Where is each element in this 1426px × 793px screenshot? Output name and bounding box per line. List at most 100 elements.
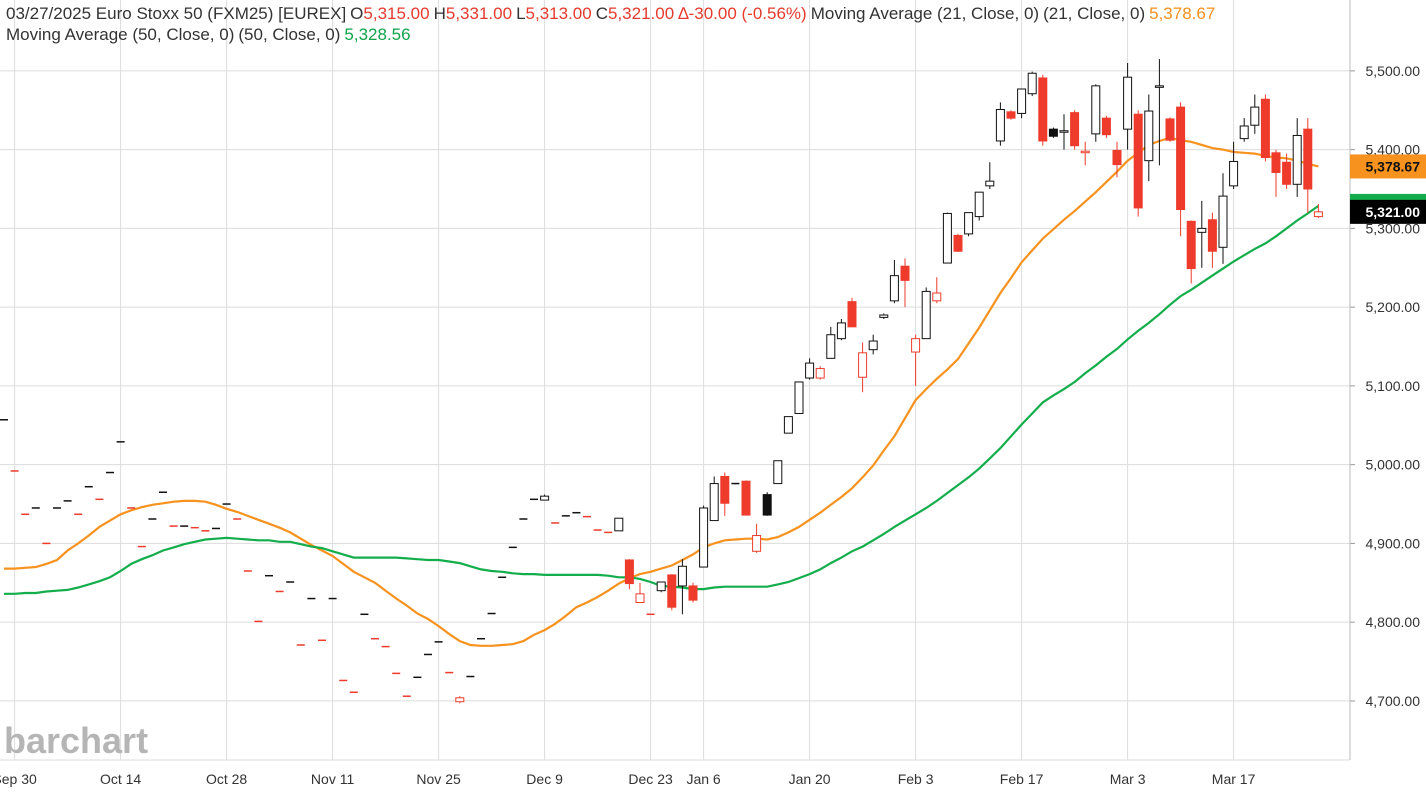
y-tick-label: 5,500.00: [1366, 63, 1421, 79]
instrument-title: 03/27/2025 Euro Stoxx 50 (FXM25) [EUREX]: [6, 4, 347, 23]
candle-body: [847, 301, 857, 328]
candle-body: [1038, 77, 1048, 142]
ohlc-label: H: [433, 4, 446, 23]
x-tick-label: Jan 6: [686, 771, 720, 787]
candle-body: [995, 108, 1005, 142]
candle-body: [1292, 134, 1302, 185]
candle-body: [1027, 72, 1037, 95]
y-tick-label: 5,400.00: [1366, 142, 1421, 158]
ohlc-value: 5,315.00: [363, 4, 430, 23]
chart-header: 03/27/2025 Euro Stoxx 50 (FXM25) [EUREX]…: [6, 3, 1219, 45]
x-tick-label: Feb 3: [898, 771, 934, 787]
candle-body: [1176, 106, 1186, 210]
candle-body: [879, 314, 889, 318]
ohlc-value: 5,321.00: [608, 4, 675, 23]
ohlc-value: 5,313.00: [525, 4, 592, 23]
candle-body: [1123, 76, 1133, 130]
candle-body: [720, 475, 730, 504]
x-tick-label: Mar 3: [1110, 771, 1146, 787]
candle-body: [826, 334, 836, 359]
x-tick-label: Oct 14: [100, 771, 141, 787]
x-tick-label: Oct 28: [206, 771, 247, 787]
moving-average-line: [4, 205, 1320, 595]
candle-body: [1070, 112, 1080, 147]
candle-body: [688, 585, 698, 601]
candle-body: [1101, 117, 1111, 136]
candle-body: [953, 234, 963, 252]
candle-body: [858, 352, 868, 378]
x-tick-label: Dec 23: [628, 771, 673, 787]
candle-body: [794, 381, 804, 414]
candle-body: [1091, 85, 1101, 135]
y-tick-label: 5,100.00: [1366, 378, 1421, 394]
candle-body: [1303, 128, 1313, 190]
candle-body: [900, 265, 910, 281]
ohlc-label: C: [595, 4, 608, 23]
y-tick-label: 5,000.00: [1366, 457, 1421, 473]
candle-body: [752, 535, 762, 552]
candle-body: [1133, 113, 1143, 209]
candle-body: [783, 416, 793, 434]
legend-name: Moving Average (50, Close, 0): [6, 25, 235, 44]
candle-body: [1186, 220, 1196, 270]
watermark: barchart: [4, 720, 148, 761]
price-tag-label: 5,321.00: [1366, 204, 1421, 220]
moving-average-line: [4, 136, 1319, 647]
candle-body: [1048, 128, 1058, 137]
x-tick-label: Sep 30: [0, 771, 37, 787]
x-tick-label: Dec 9: [526, 771, 563, 787]
legend-params: (50, Close, 0): [238, 25, 341, 44]
candle-body: [540, 495, 550, 501]
candle-body: [624, 559, 634, 585]
candle-body: [974, 191, 984, 218]
legend-value: 5,328.56: [344, 25, 411, 44]
x-tick-label: Feb 17: [1000, 771, 1044, 787]
candle-body: [699, 507, 709, 568]
candle-body: [677, 565, 687, 587]
candle-body: [1080, 150, 1090, 154]
candle-body: [1059, 130, 1069, 133]
candle-body: [667, 574, 677, 608]
legend-params: (21, Close, 0): [1043, 4, 1146, 23]
ohlc-value: 5,331.00: [445, 4, 513, 23]
candle-body: [836, 322, 846, 340]
y-tick-label: 4,900.00: [1366, 535, 1421, 551]
candle-body: [1144, 110, 1154, 162]
y-tick-label: 4,700.00: [1366, 693, 1421, 709]
candle-body: [709, 483, 719, 522]
candle-body: [455, 697, 465, 703]
price-tag: [1350, 199, 1426, 224]
ohlc-label: L: [516, 4, 526, 23]
candle-body: [815, 368, 825, 379]
candle-body: [1239, 125, 1249, 140]
candle-body: [889, 275, 899, 302]
ohlc-label: O: [350, 4, 364, 23]
x-tick-label: Nov 11: [311, 771, 355, 787]
candle-body: [911, 338, 921, 353]
x-tick-label: Nov 25: [416, 771, 461, 787]
header-line: 03/27/2025 Euro Stoxx 50 (FXM25) [EUREX]…: [6, 3, 1219, 24]
candle-body: [1313, 211, 1323, 218]
header-line: Moving Average (50, Close, 0) (50, Close,…: [6, 24, 1219, 45]
candle-body: [1229, 160, 1239, 187]
candle-body: [1250, 106, 1260, 126]
candle-body: [1197, 227, 1207, 233]
candle-body: [1154, 85, 1164, 88]
candle-body: [741, 480, 751, 516]
candle-body: [1218, 195, 1228, 248]
candle-body: [614, 517, 624, 532]
candle-body: [762, 494, 772, 516]
candle-body: [635, 593, 645, 603]
candle-body: [1282, 161, 1292, 185]
legend-name: Moving Average (21, Close, 0): [810, 4, 1040, 23]
candle-body: [942, 212, 952, 264]
candle-body: [868, 340, 878, 351]
candle-body: [921, 290, 931, 340]
y-tick-label: 5,300.00: [1366, 220, 1421, 236]
candle-body: [1006, 111, 1016, 119]
y-tick-label: 4,800.00: [1366, 614, 1421, 630]
candle-body: [773, 460, 783, 485]
candle-body: [805, 362, 815, 379]
